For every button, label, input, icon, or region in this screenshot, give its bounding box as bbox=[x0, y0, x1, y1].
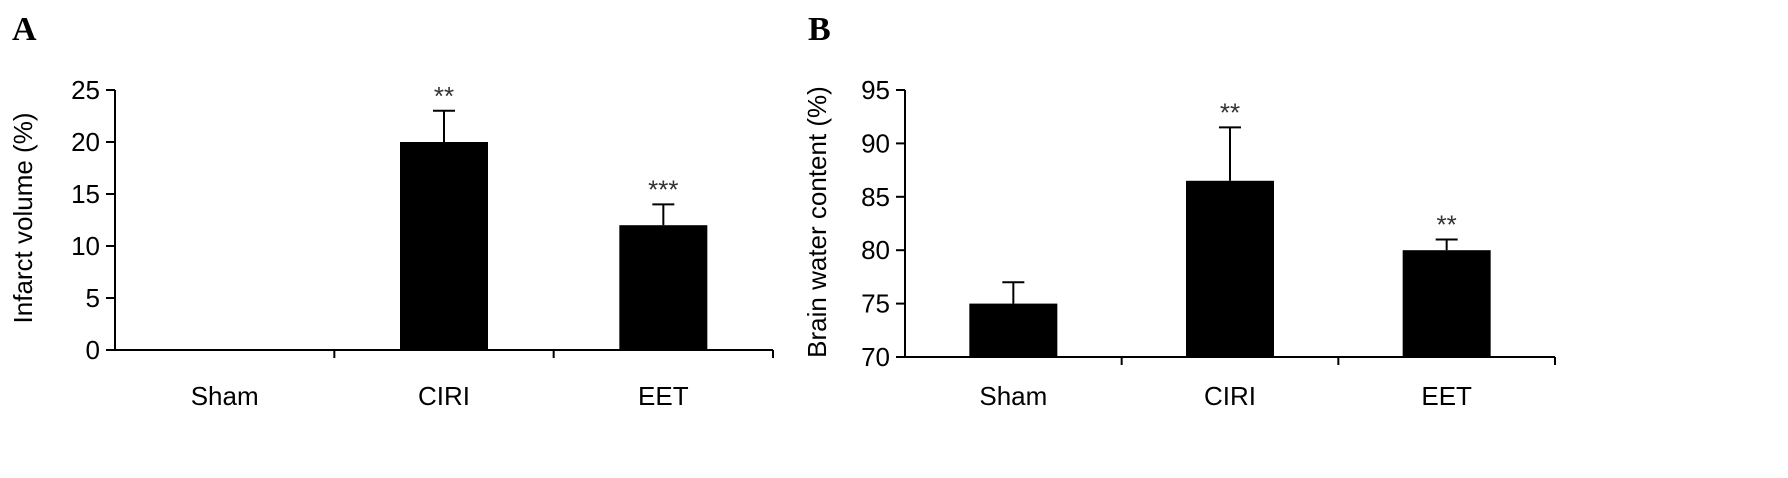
panel-b-y-axis-title: Brain water content (%) bbox=[802, 86, 832, 358]
panel-a-y-tick-label: 15 bbox=[71, 179, 100, 209]
panel-b-bar-ciri bbox=[1186, 180, 1274, 357]
panel-a-significance-label: ** bbox=[434, 81, 454, 111]
panel-a-x-category-label: Sham bbox=[191, 381, 259, 411]
panel-a-y-tick-label: 10 bbox=[71, 231, 100, 261]
panel-a-x-category-label: CIRI bbox=[418, 381, 470, 411]
panel-b-y-tick-label: 90 bbox=[861, 128, 890, 158]
panel-b-y-tick-label: 75 bbox=[861, 289, 890, 319]
panel-b-significance-label: ** bbox=[1220, 97, 1240, 127]
panel-a-y-tick-label: 0 bbox=[86, 335, 100, 365]
panel-b-y-tick-label: 70 bbox=[861, 342, 890, 372]
panel-a-y-tick-label: 20 bbox=[71, 127, 100, 157]
panel-a-y-axis-title: Infarct volume (%) bbox=[8, 113, 38, 324]
panel-b-y-tick-label: 80 bbox=[861, 235, 890, 265]
panel-b-y-tick-label: 95 bbox=[861, 75, 890, 105]
panel-a: A Infarct volume (%) 0 5 10 15 20 25 Sham ** CIR… bbox=[8, 11, 774, 411]
panel-b-y-tick-label: 85 bbox=[861, 182, 890, 212]
panel-a-significance-label: *** bbox=[648, 174, 678, 204]
panel-b-bar-sham bbox=[969, 303, 1058, 357]
panel-b-bar-eet bbox=[1402, 250, 1491, 357]
panel-b-x-category-label: EET bbox=[1421, 381, 1472, 411]
panel-b: B Brain water content (%) 70 75 80 85 90 95 Sh… bbox=[802, 11, 1556, 411]
panel-b-x-category-label: Sham bbox=[979, 381, 1047, 411]
panel-a-bar-ciri bbox=[400, 142, 488, 350]
panel-a-x-category-label: EET bbox=[638, 381, 689, 411]
panel-b-x-category-label: CIRI bbox=[1204, 381, 1256, 411]
panel-a-bar-eet bbox=[619, 225, 708, 350]
panel-a-y-tick-label: 25 bbox=[71, 75, 100, 105]
panel-b-significance-label: ** bbox=[1437, 210, 1457, 240]
panel-a-letter: A bbox=[12, 11, 37, 48]
panel-b-letter: B bbox=[808, 11, 831, 48]
panel-a-y-tick-label: 5 bbox=[86, 283, 100, 313]
